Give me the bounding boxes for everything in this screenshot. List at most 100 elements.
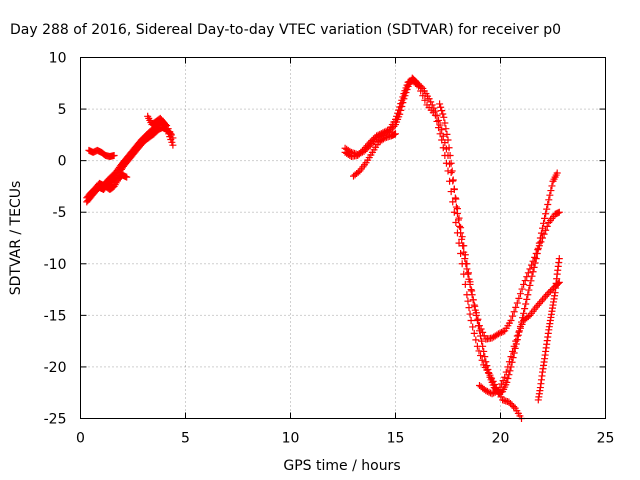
y-tick-labels: -25 -20 -15 -10 -5 0 5 10 xyxy=(44,51,67,428)
x-tick-label: 15 xyxy=(387,431,405,447)
x-tick-labels: 0 5 10 15 20 25 xyxy=(76,431,614,447)
y-tick-label: 5 xyxy=(58,102,67,118)
data-point xyxy=(545,289,553,297)
data-point xyxy=(410,78,418,86)
data-series xyxy=(534,255,563,404)
y-tick-label: -25 xyxy=(44,412,67,428)
data-point xyxy=(453,210,461,218)
data-point xyxy=(445,144,453,152)
data-point xyxy=(532,255,540,263)
data-point xyxy=(451,194,459,202)
data-series xyxy=(83,124,175,206)
data-point xyxy=(499,328,507,336)
data-point xyxy=(512,303,520,311)
x-tick-label: 10 xyxy=(282,431,300,447)
data-point xyxy=(463,265,471,273)
data-point xyxy=(546,191,554,199)
data-point xyxy=(466,280,474,288)
data-point xyxy=(415,82,423,90)
data-point xyxy=(419,92,427,100)
data-point xyxy=(465,275,473,283)
data-point xyxy=(459,242,467,250)
data-series xyxy=(350,130,399,180)
data-point xyxy=(380,128,388,136)
grid xyxy=(80,57,606,419)
data-point xyxy=(526,281,534,289)
data-point xyxy=(468,291,476,299)
data-point xyxy=(540,294,548,302)
data-point xyxy=(355,150,363,158)
data-point xyxy=(435,116,443,124)
data-point xyxy=(494,330,502,338)
data-point xyxy=(509,312,517,320)
data-point xyxy=(508,401,516,409)
data-point xyxy=(470,301,478,309)
data-point xyxy=(440,113,448,121)
data-series xyxy=(83,117,177,202)
data-point xyxy=(467,317,475,325)
data-point xyxy=(417,87,425,95)
data-point xyxy=(545,196,553,204)
data-point xyxy=(555,278,563,286)
data-point xyxy=(523,295,531,303)
data-point xyxy=(524,291,532,299)
data-point xyxy=(462,260,470,268)
data-point xyxy=(425,95,433,103)
data-point xyxy=(159,118,167,126)
data-point xyxy=(539,296,546,304)
data-point xyxy=(471,306,479,314)
data-point xyxy=(490,389,498,397)
data-point xyxy=(485,388,493,396)
data-point xyxy=(377,130,385,138)
data-point xyxy=(525,286,533,294)
data-point xyxy=(485,369,493,377)
data-point xyxy=(493,387,501,395)
data-point xyxy=(482,387,490,395)
data-point xyxy=(449,198,457,206)
data-point xyxy=(437,103,445,111)
data-point xyxy=(394,109,402,117)
data-point xyxy=(505,358,513,366)
data-point xyxy=(450,208,458,216)
data-point xyxy=(543,205,551,213)
data-point xyxy=(518,320,526,328)
data-point xyxy=(376,130,384,138)
data-point xyxy=(498,328,506,336)
data-point xyxy=(498,380,506,388)
data-point xyxy=(553,169,561,177)
data-point xyxy=(436,130,444,138)
data-point xyxy=(446,151,454,159)
data-point xyxy=(465,304,473,312)
y-tick-label: 0 xyxy=(58,154,67,170)
data-point xyxy=(458,235,466,243)
data-point xyxy=(542,292,550,300)
data-point xyxy=(504,363,512,371)
x-axis-title: GPS time / hours xyxy=(283,458,400,474)
data-point xyxy=(397,100,405,108)
data-point xyxy=(536,234,544,242)
x-tick-label: 25 xyxy=(597,431,615,447)
data-point xyxy=(354,151,362,159)
data-point xyxy=(513,299,521,307)
data-point xyxy=(456,222,464,230)
data-series xyxy=(102,171,131,194)
data-point xyxy=(521,305,529,313)
data-series xyxy=(85,146,118,161)
data-point xyxy=(548,182,556,190)
y-tick-label: -20 xyxy=(44,360,67,376)
x-tick-label: 20 xyxy=(492,431,510,447)
y-tick-label: -10 xyxy=(44,257,67,273)
data-point xyxy=(488,390,496,398)
data-point xyxy=(505,398,513,406)
data-point xyxy=(357,148,365,156)
data-point xyxy=(123,173,131,181)
data-point xyxy=(510,349,518,357)
data-point xyxy=(392,115,399,123)
data-point xyxy=(373,132,381,140)
data-point xyxy=(503,378,511,386)
data-point xyxy=(169,141,177,149)
data-point xyxy=(510,403,518,411)
data-point xyxy=(110,151,118,159)
data-point xyxy=(513,332,521,340)
data-point xyxy=(384,126,392,134)
